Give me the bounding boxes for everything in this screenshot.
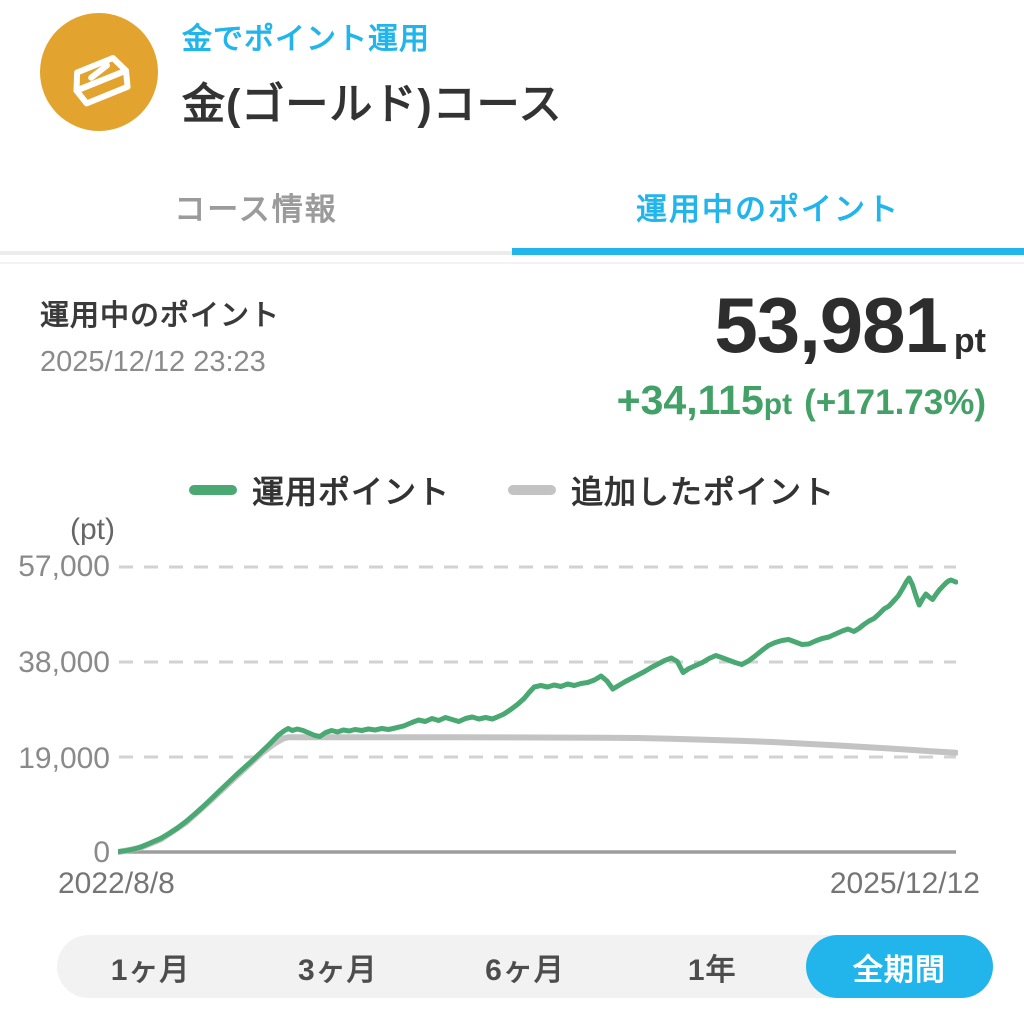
y-tick-38000: 38,000 [18,646,110,679]
app-label: 金でポイント運用 [182,23,430,56]
header-text: 金でポイント運用 金(ゴールド)コース [182,12,563,132]
x-start-label: 2022/8/8 [58,867,175,900]
tab-course-info[interactable]: コース情報 [0,164,512,255]
period-button-all[interactable]: 全期間 [805,935,994,998]
summary-label: 運用中のポイント [40,300,281,332]
managed-line-swatch [188,485,237,495]
chart-plot[interactable] [118,557,958,857]
legend-item-added: 追加したポイント [508,467,835,513]
summary-left: 運用中のポイント 2025/12/12 23:23 [40,292,280,379]
summary-right: 53,981 pt +34,115pt (+171.73%) [617,286,986,421]
points-summary: 運用中のポイント 2025/12/12 23:23 53,981 pt +34,1… [0,264,1024,421]
course-header: 金でポイント運用 金(ゴールド)コース [0,0,1024,132]
period-button-3months[interactable]: 3ヶ月 [297,953,378,987]
period-selector: 1ヶ月 3ヶ月 6ヶ月 1年 全期間 [57,935,994,998]
gold-ingot-icon [40,13,158,131]
x-end-label: 2025/12/12 [829,867,980,900]
page-title: 金(ゴールド)コース [182,81,563,129]
points-value: 53,981 [714,281,948,369]
y-tick-19000: 19,000 [18,742,110,775]
chart-legend: 運用ポイント 追加したポイント [0,467,1024,513]
x-axis-labels: 2022/8/8 2025/12/12 [58,867,980,901]
gain-value: +34,115 [616,377,764,423]
tab-points-in-operation[interactable]: 運用中のポイント [512,164,1024,255]
period-button-6months[interactable]: 6ヶ月 [485,953,565,987]
current-points: 53,981 pt [617,286,986,364]
gain-percent: (+171.73%) [804,383,986,422]
added-line-swatch [508,485,556,495]
legend-label-managed: 運用ポイント [251,474,450,510]
legend-label-added: 追加したポイント [571,474,836,510]
y-tick-0: 0 [93,836,110,869]
gain-line: +34,115pt (+171.73%) [617,380,986,421]
period-button-1year[interactable]: 1年 [687,953,737,987]
legend-item-managed: 運用ポイント [188,467,450,513]
added-points-line [118,734,958,855]
tab-bar: コース情報 運用中のポイント [0,164,1024,255]
points-chart: (pt) 57,000 38,000 19,000 0 2022/8/8 202… [0,513,1024,907]
y-tick-57000: 57,000 [18,550,110,583]
section-divider [0,262,1024,264]
period-button-1month[interactable]: 1ヶ月 [110,953,191,987]
gain-unit: pt [763,388,793,421]
points-unit: pt [953,322,986,360]
timestamp: 2025/12/12 23:23 [40,346,266,378]
managed-points-line [118,575,958,854]
y-axis-unit-label: (pt) [70,513,115,546]
